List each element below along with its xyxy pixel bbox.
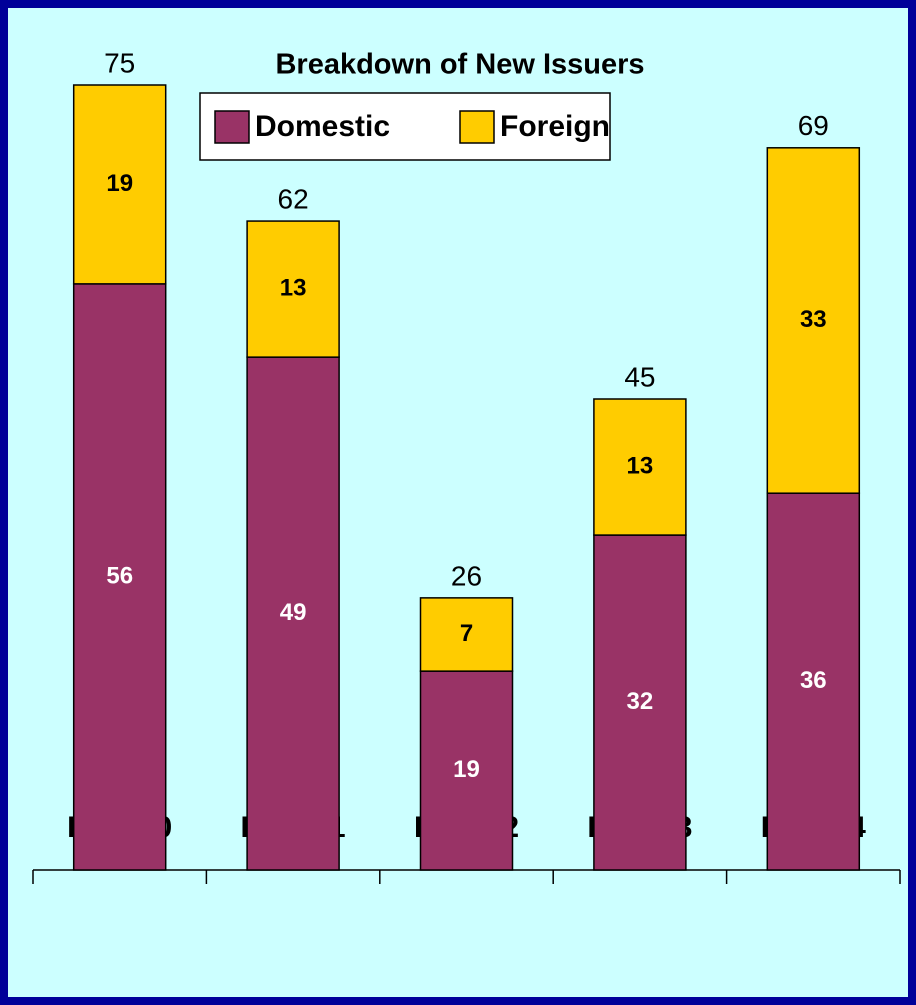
value-label: 7 — [460, 620, 473, 647]
total-label: 75 — [104, 47, 135, 78]
bar-segment — [766, 492, 861, 871]
bar-segment — [72, 283, 167, 871]
chart-title: Breakdown of New Issuers — [275, 49, 644, 81]
bar-segment — [593, 398, 687, 536]
value-label: 49 — [280, 599, 307, 626]
bar-segment — [593, 534, 687, 871]
total-label: 26 — [451, 560, 482, 591]
bar-segment — [246, 356, 340, 871]
value-label: 56 — [106, 562, 133, 589]
total-label: 69 — [798, 110, 829, 141]
legend — [199, 92, 611, 161]
value-label: 13 — [627, 452, 654, 479]
legend-label: Foreign — [500, 110, 610, 143]
legend-swatch — [214, 110, 250, 144]
bar-segment — [72, 84, 167, 285]
total-label: 45 — [624, 361, 655, 392]
value-label: 32 — [627, 688, 654, 715]
total-label: 62 — [278, 183, 309, 214]
value-label: 19 — [106, 170, 133, 197]
value-label: 36 — [800, 667, 827, 694]
legend-label: Domestic — [255, 110, 390, 143]
bar-segment — [246, 220, 340, 358]
bar-segment — [766, 147, 861, 494]
legend-swatch — [459, 110, 495, 144]
value-label: 33 — [800, 306, 827, 333]
bar-segment — [419, 597, 514, 672]
value-label: 13 — [280, 274, 307, 301]
value-label: 19 — [453, 756, 480, 783]
bar-segment — [419, 670, 514, 871]
